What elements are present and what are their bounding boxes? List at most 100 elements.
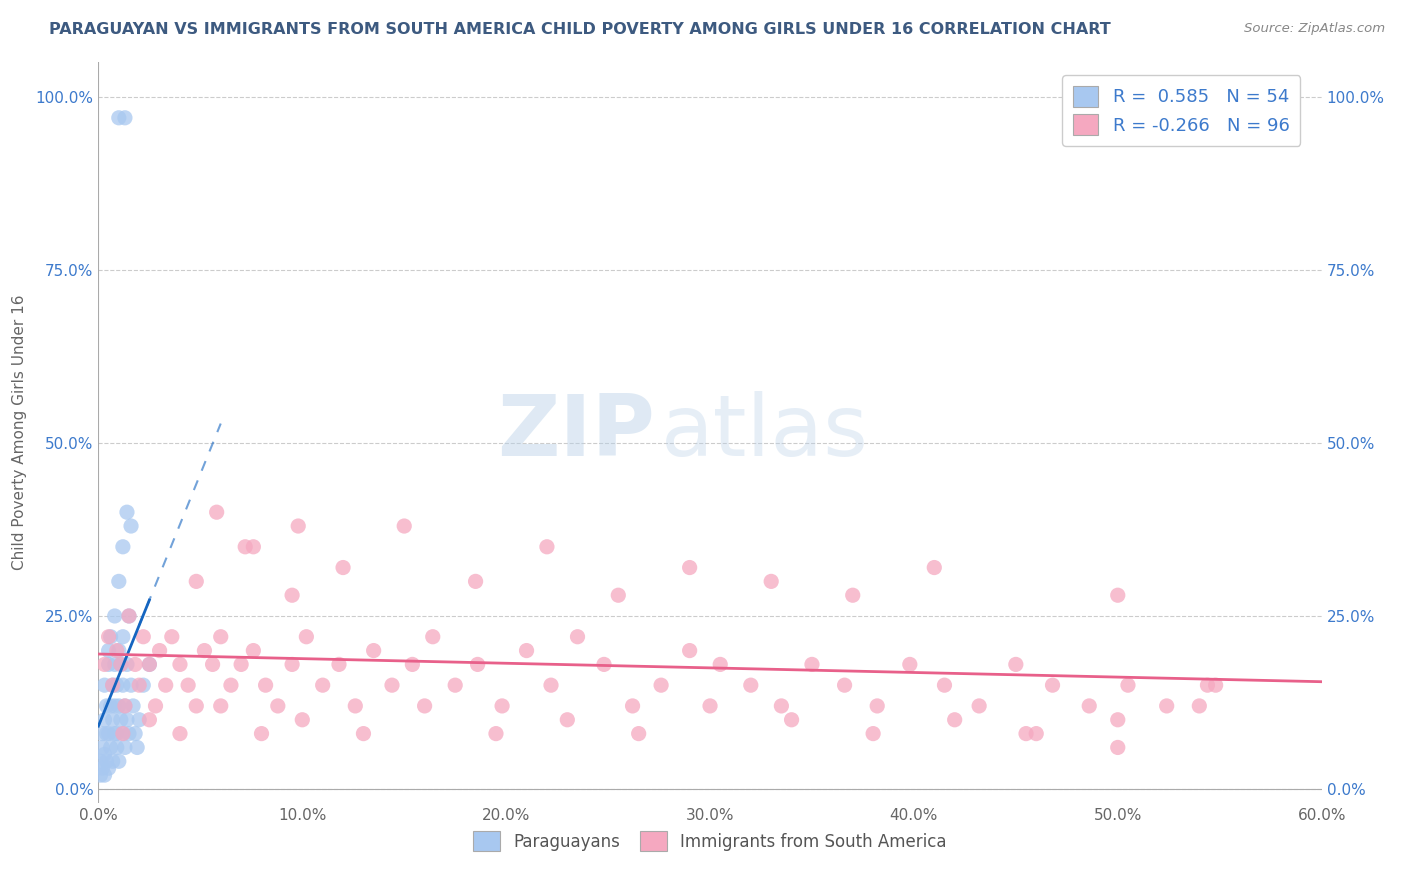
Point [93,768,115,782]
Point [91,740,114,755]
Point [444,678,467,692]
Point [209,630,232,644]
Point [242,643,264,657]
Point [312,678,335,692]
Point [943,713,966,727]
Point [114,111,136,125]
Text: ZIP: ZIP [498,391,655,475]
Point [281,657,304,672]
Point [761,574,783,589]
Point [101,678,124,692]
Point [898,657,921,672]
Point [97,630,120,644]
Point [100,698,122,713]
Text: PARAGUAYAN VS IMMIGRANTS FROM SOUTH AMERICA CHILD POVERTY AMONG GIRLS UNDER 16 C: PARAGUAYAN VS IMMIGRANTS FROM SOUTH AMER… [49,22,1111,37]
Point [100,740,122,755]
Point [1116,678,1139,692]
Point [267,698,290,713]
Point [1107,713,1129,727]
Point [101,754,124,768]
Point [155,678,177,692]
Point [111,678,134,692]
Point [93,657,115,672]
Point [381,678,404,692]
Point [108,643,131,657]
Point [291,713,314,727]
Point [97,761,120,775]
Point [96,754,118,768]
Point [105,678,128,692]
Point [709,657,731,672]
Point [138,657,160,672]
Point [540,678,562,692]
Y-axis label: Child Poverty Among Girls Under 16: Child Poverty Among Girls Under 16 [13,295,27,570]
Point [138,713,160,727]
Point [922,560,945,574]
Point [1107,588,1129,602]
Point [110,657,132,672]
Point [91,761,114,775]
Point [1205,678,1227,692]
Point [114,698,136,713]
Point [96,698,118,713]
Point [607,588,630,602]
Point [127,740,149,755]
Point [555,713,579,727]
Point [110,713,132,727]
Point [295,630,318,644]
Point [699,698,721,713]
Point [111,726,134,740]
Point [104,609,127,624]
Point [1197,678,1219,692]
Point [111,540,134,554]
Text: atlas: atlas [661,391,869,475]
Point [242,540,264,554]
Point [169,726,191,740]
Point [392,519,416,533]
Point [104,698,127,713]
Point [104,726,127,740]
Point [93,713,115,727]
Point [186,698,208,713]
Point [114,698,136,713]
Point [132,678,155,692]
Point [422,630,444,644]
Point [91,726,114,740]
Point [464,574,486,589]
Point [110,657,132,672]
Point [567,630,589,644]
Point [128,713,150,727]
Legend: Paraguayans, Immigrants from South America: Paraguayans, Immigrants from South Ameri… [467,825,953,857]
Point [115,657,138,672]
Point [231,657,253,672]
Point [866,698,889,713]
Point [124,657,146,672]
Point [209,698,232,713]
Point [679,643,702,657]
Point [93,747,115,762]
Point [1156,698,1178,713]
Point [93,678,115,692]
Point [536,540,558,554]
Point [108,574,131,589]
Point [328,657,350,672]
Point [120,678,142,692]
Point [132,630,155,644]
Point [401,657,423,672]
Point [219,678,242,692]
Point [120,519,142,533]
Point [1042,678,1064,692]
Point [967,698,990,713]
Point [1188,698,1211,713]
Point [169,657,191,672]
Point [862,726,884,740]
Point [934,678,956,692]
Point [1025,726,1047,740]
Point [177,678,200,692]
Point [100,630,122,644]
Point [128,678,150,692]
Point [111,726,134,740]
Point [467,657,489,672]
Point [627,726,650,740]
Point [352,726,374,740]
